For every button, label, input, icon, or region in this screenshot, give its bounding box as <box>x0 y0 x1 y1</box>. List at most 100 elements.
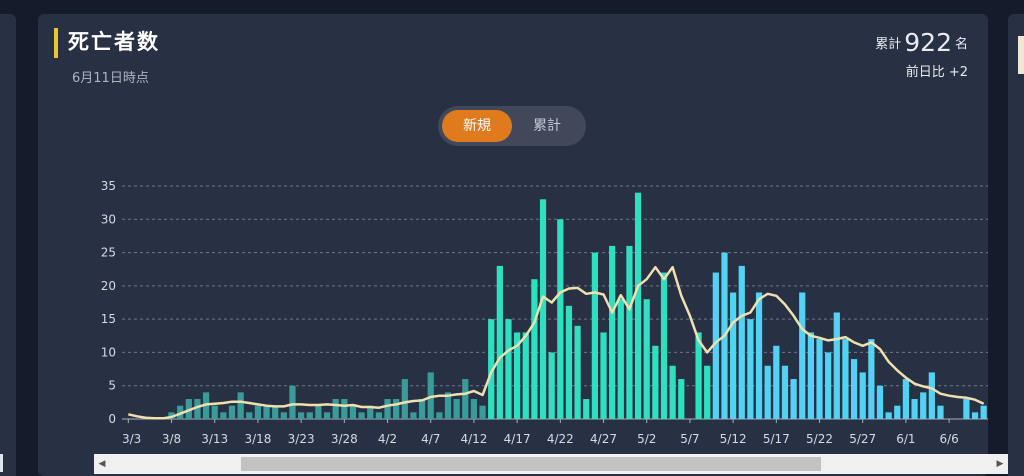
x-tick-label: 5/12 <box>720 432 747 446</box>
bar <box>177 405 184 419</box>
bar <box>298 412 305 419</box>
total-label: 累計 <box>875 37 902 52</box>
total-value: 922 <box>904 28 952 57</box>
bar <box>928 372 935 419</box>
bar <box>825 352 832 419</box>
bar <box>315 405 322 419</box>
bar <box>704 365 711 419</box>
y-tick-label: 0 <box>108 412 116 426</box>
x-tick-label: 4/2 <box>378 432 397 446</box>
bar <box>470 399 478 419</box>
total-unit: 名 <box>954 37 968 52</box>
bar <box>323 412 331 419</box>
x-tick-label: 6/6 <box>939 432 958 446</box>
card-title: 死亡者数 <box>68 30 160 54</box>
bar <box>885 412 892 419</box>
bar <box>393 399 400 419</box>
x-tick-label: 5/27 <box>849 432 876 446</box>
x-tick-label: 5/7 <box>680 432 699 446</box>
scroll-right-arrow[interactable]: ▶ <box>996 459 1004 469</box>
x-tick-label: 3/13 <box>201 432 228 446</box>
x-tick-label: 3/28 <box>331 432 358 446</box>
bar <box>773 345 780 419</box>
bar <box>781 365 789 419</box>
x-tick-label: 5/22 <box>806 432 833 446</box>
bar <box>539 199 547 419</box>
bar <box>833 312 840 419</box>
bar <box>289 385 296 419</box>
y-tick-label: 10 <box>101 345 116 359</box>
bar <box>375 412 382 419</box>
bar <box>591 252 598 419</box>
bar <box>453 399 460 419</box>
bar <box>401 379 408 419</box>
bar <box>755 292 763 419</box>
bar <box>764 365 771 419</box>
bar <box>427 372 434 419</box>
bar <box>712 272 719 419</box>
bar <box>574 325 581 419</box>
x-tick-label: 6/1 <box>896 432 915 446</box>
bar <box>876 385 884 419</box>
bar <box>211 405 218 419</box>
bar <box>643 299 650 419</box>
bar <box>911 399 918 419</box>
x-tick-label: 5/2 <box>637 432 656 446</box>
bar <box>902 379 910 419</box>
scroll-left-arrow[interactable]: ◀ <box>98 459 106 469</box>
bar <box>971 412 979 419</box>
x-tick-label: 4/7 <box>421 432 440 446</box>
bar <box>246 412 253 419</box>
bar <box>652 345 659 419</box>
bar <box>436 412 443 419</box>
bar <box>306 412 313 419</box>
bar <box>531 279 538 419</box>
scroll-thumb[interactable] <box>241 457 821 471</box>
bar <box>358 412 365 419</box>
bar <box>384 399 391 419</box>
bar <box>980 405 987 419</box>
bar <box>514 332 521 419</box>
y-tick-label: 20 <box>101 279 116 293</box>
bar <box>920 392 927 419</box>
day-over-day-diff: 前日比 +2 <box>905 65 968 80</box>
bar <box>807 332 814 419</box>
x-tick-label: 4/27 <box>590 432 617 446</box>
toggle-new[interactable]: 新規 <box>442 110 512 142</box>
bar <box>280 412 287 419</box>
bar <box>194 399 201 419</box>
toggle-cumulative[interactable]: 累計 <box>533 118 561 134</box>
bar <box>488 319 495 419</box>
x-tick-label: 3/3 <box>122 432 141 446</box>
y-tick-label: 5 <box>108 379 116 393</box>
bar <box>557 219 564 419</box>
bar <box>479 405 486 419</box>
bar <box>609 245 616 419</box>
bar <box>730 292 737 419</box>
x-tick-label: 4/17 <box>504 432 531 446</box>
deaths-card: 死亡者数 6月11日時点 累計 922 名 前日比 +2 新規 累計 0 5 10 15 2… <box>38 14 1008 476</box>
cumulative-total: 累計 922 名 <box>875 28 968 57</box>
x-tick-label: 4/12 <box>460 432 487 446</box>
right-card-edge <box>1008 14 1024 476</box>
deaths-chart: 0 5 10 15 20 25 30 35 3/3 3/8 3/13 3/18 3/23 3/28 4/2 4… <box>101 179 988 446</box>
bar <box>626 245 633 419</box>
bar <box>349 405 357 419</box>
bar <box>937 405 944 419</box>
x-tick-label: 3/8 <box>162 432 181 446</box>
bar <box>444 392 452 419</box>
bar <box>496 265 503 419</box>
chart-scrollbar[interactable]: ◀ ▶ <box>94 454 1008 474</box>
x-tick-label: 4/22 <box>547 432 574 446</box>
moving-average-line <box>128 265 985 420</box>
bar <box>963 399 970 419</box>
right-edge-mark <box>1018 36 1024 74</box>
bar <box>816 339 823 419</box>
bar <box>272 405 279 419</box>
bar <box>660 272 668 419</box>
bar <box>418 399 426 419</box>
x-tick-label: 5/17 <box>763 432 790 446</box>
x-tick-label: 3/18 <box>244 432 271 446</box>
bar <box>747 319 754 419</box>
bar <box>220 412 227 419</box>
